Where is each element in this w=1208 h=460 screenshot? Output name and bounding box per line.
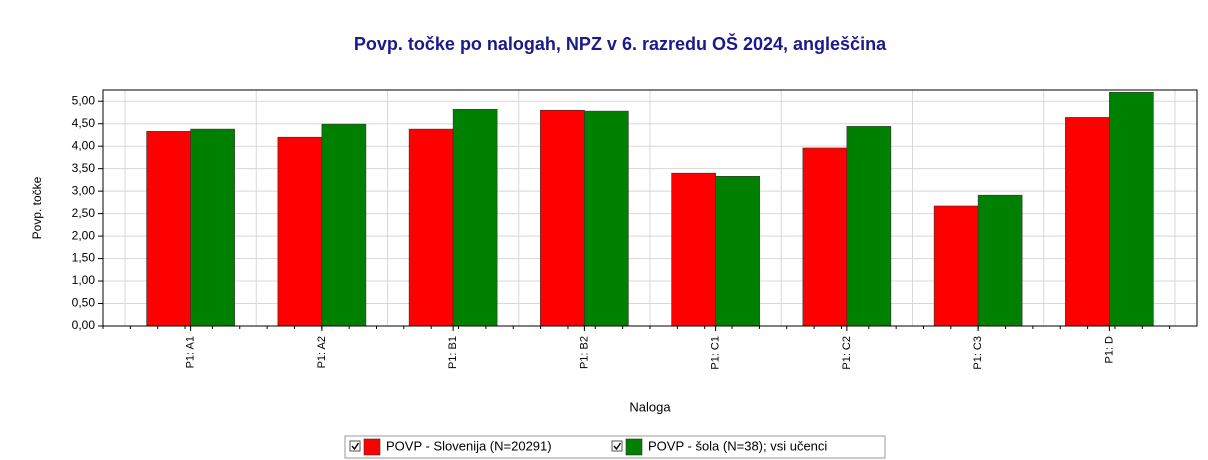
x-tick-label: P1: C3 [972,336,984,370]
bar [540,109,585,327]
bar [277,136,323,327]
y-axis-label: Povp. točke [30,176,44,239]
y-tick-label: 3,00 [72,183,96,197]
bar [802,147,848,327]
legend-checkbox[interactable] [611,440,623,452]
bar [715,176,760,327]
legend-swatch [625,438,643,456]
bar [1065,117,1110,327]
y-tick-label: 0,50 [72,296,96,310]
bar [408,128,454,327]
y-tick-label: 3,50 [72,161,96,175]
y-tick-label: 1,00 [72,273,96,287]
x-tick-label: P1: B1 [447,336,459,369]
bar [977,194,1023,327]
chart-title: Povp. točke po nalogah, NPZ v 6. razredu… [354,33,887,54]
legend-swatch [363,438,381,456]
legend-check [351,442,360,451]
y-tick-label: 1,50 [72,251,96,265]
y-tick-label: 4,50 [72,116,96,130]
x-tick-label: P1: B2 [578,336,590,369]
x-tick-label: P1: D [1103,336,1115,364]
bar [1109,91,1154,327]
bar [146,131,191,327]
y-tick-label: 4,00 [72,138,96,152]
legend-label: POVP - šola (N=38); vsi učenci [648,438,827,453]
x-tick-label: P1: A1 [185,336,197,368]
x-axis-label: Naloga [629,399,671,414]
legend-label: POVP - Slovenija (N=20291) [386,438,552,453]
bar [190,128,235,327]
legend-checkbox[interactable] [349,440,361,452]
y-tick-label: 0,00 [72,318,96,332]
bar [846,126,892,327]
bar [584,110,629,327]
x-tick-label: P1: C1 [710,336,722,370]
bar [452,109,498,327]
x-tick-label: P1: C2 [841,336,853,370]
x-tick-label: P1: A2 [316,336,328,368]
bar [671,172,716,327]
bar [321,123,367,327]
y-tick-label: 2,50 [72,206,96,220]
y-tick-label: 2,00 [72,228,96,242]
plot-frame [102,89,1198,327]
y-tick-label: 5,00 [72,93,96,107]
legend-check [613,442,622,451]
bar [933,205,979,327]
